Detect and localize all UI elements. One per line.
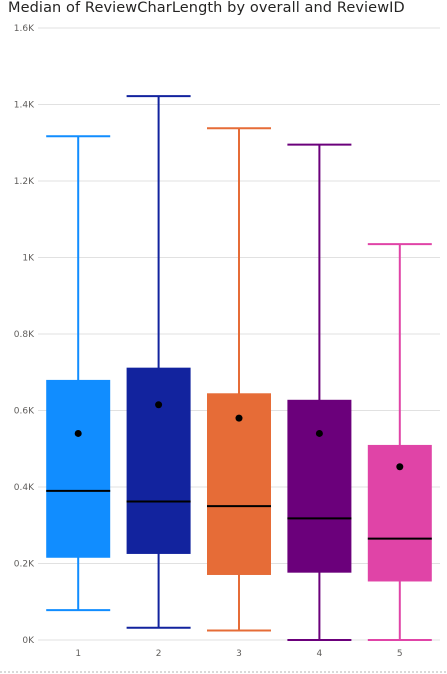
- chart-title: Median of ReviewCharLength by overall an…: [8, 0, 405, 16]
- mean-marker: [155, 401, 163, 409]
- mean-marker: [74, 429, 82, 437]
- box-2: [126, 95, 191, 629]
- x-axis: 1 2 3 4 5: [0, 649, 447, 673]
- x-tick-label: 4: [317, 649, 323, 659]
- box-iqr: [207, 393, 271, 575]
- y-tick-label: 0K: [22, 636, 35, 646]
- box-series: [46, 95, 432, 641]
- y-tick-label: 0.6K: [14, 407, 35, 417]
- y-axis: 0K 0.2K 0.4K 0.6K 0.8K 1K 1.2K 1.4K 1.6K: [14, 24, 35, 646]
- box-5: [367, 243, 432, 641]
- y-tick-label: 0.2K: [14, 560, 35, 570]
- x-tick-label: 1: [75, 649, 81, 659]
- y-tick-label: 0.4K: [14, 483, 35, 493]
- box-1: [46, 135, 111, 612]
- y-tick-label: 1.4K: [14, 101, 35, 111]
- box-iqr: [46, 379, 111, 558]
- box-iqr: [126, 367, 191, 554]
- box-4: [287, 143, 352, 641]
- x-tick-label: 2: [156, 649, 162, 659]
- y-tick-label: 1K: [22, 254, 35, 264]
- x-tick-label: 3: [236, 649, 242, 659]
- box-3: [207, 127, 271, 632]
- mean-marker: [235, 414, 243, 422]
- box-iqr: [287, 399, 352, 573]
- x-tick-label: 5: [397, 649, 403, 659]
- y-tick-label: 1.2K: [14, 177, 35, 187]
- y-tick-label: 0.8K: [14, 330, 35, 340]
- mean-marker: [396, 463, 404, 471]
- mean-marker: [315, 429, 323, 437]
- y-tick-label: 1.6K: [14, 24, 35, 34]
